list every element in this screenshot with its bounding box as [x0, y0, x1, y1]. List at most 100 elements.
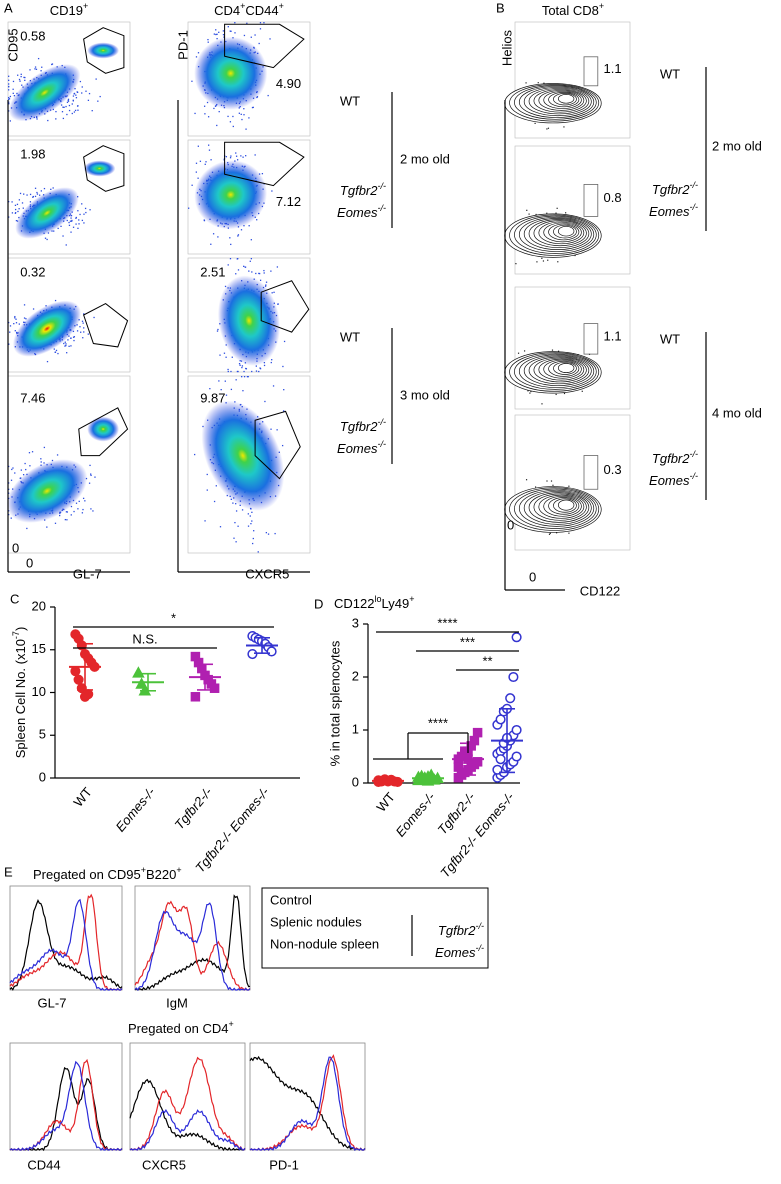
event-dot	[276, 266, 279, 268]
histogram-curve	[249, 1056, 366, 1151]
age-label: 2 mo old	[712, 138, 762, 153]
event-dot	[238, 112, 241, 114]
event-dot	[19, 80, 21, 82]
event-dot	[237, 234, 240, 236]
contour	[538, 358, 585, 381]
event-dot	[565, 212, 567, 214]
event-dot	[88, 482, 91, 484]
superscript: -/-	[378, 439, 387, 449]
event-dot	[242, 390, 244, 392]
event-dot	[243, 265, 245, 267]
event-dot	[73, 510, 75, 513]
event-dot	[555, 393, 557, 396]
superscript: +	[409, 594, 414, 604]
event-dot	[534, 122, 536, 124]
text-part: CD19	[50, 3, 83, 18]
chart-title: CD122loLy49+	[334, 594, 414, 611]
event-dot	[67, 98, 70, 100]
density	[87, 42, 120, 59]
event-dot	[89, 464, 91, 467]
event-dot	[204, 520, 206, 522]
event-dot	[65, 344, 67, 347]
data-point	[511, 724, 522, 736]
event-dot	[65, 244, 67, 246]
event-dot	[12, 88, 14, 90]
column-title: CD4+CD44+	[214, 1, 284, 18]
event-dot	[47, 119, 49, 122]
event-dot	[227, 26, 229, 28]
event-dot	[83, 313, 85, 315]
event-dot	[216, 33, 218, 35]
superscript: -/-	[378, 203, 387, 213]
event-dot	[88, 92, 91, 95]
event-dot	[83, 327, 85, 329]
event-dot	[235, 379, 237, 381]
event-dot	[60, 225, 62, 228]
density	[83, 160, 116, 177]
event-dot	[17, 210, 19, 213]
event-dot	[557, 261, 559, 263]
event-dot	[543, 82, 545, 84]
event-dot	[24, 76, 26, 79]
significance: *	[171, 610, 176, 625]
event-dot	[17, 74, 19, 76]
event-dot	[236, 159, 239, 161]
data-point	[70, 666, 81, 677]
event-dot	[551, 349, 554, 351]
data-point	[495, 754, 506, 765]
event-dot	[235, 503, 237, 505]
event-dot	[277, 303, 279, 305]
event-dot	[68, 109, 71, 112]
event-dot	[237, 525, 239, 527]
event-dot	[87, 99, 90, 101]
event-dot	[34, 195, 37, 198]
event-dot	[240, 155, 242, 157]
subtitle: Pregated on CD95+B220+	[33, 865, 182, 882]
event-dot	[81, 92, 83, 94]
event-dot	[555, 532, 558, 534]
event-dot	[255, 272, 257, 275]
genotype-label: Tgfbr2-/-	[340, 417, 386, 434]
histogram-curve	[129, 1078, 246, 1152]
event-dot	[8, 216, 10, 218]
event-dot	[252, 106, 254, 109]
event-dot	[213, 107, 215, 110]
event-dot	[75, 502, 78, 504]
contour	[543, 495, 582, 517]
event-dot	[87, 333, 89, 335]
age-label: 2 mo old	[400, 151, 450, 166]
event-dot	[43, 446, 46, 449]
superscript: -/-	[690, 180, 699, 190]
text-part: Pregated on CD4	[128, 1021, 228, 1036]
event-dot	[60, 104, 63, 106]
event-dot	[234, 521, 236, 524]
event-dot	[23, 304, 26, 306]
density	[194, 160, 268, 230]
event-dot	[229, 157, 232, 159]
event-dot	[249, 515, 251, 517]
density	[15, 187, 79, 239]
text-part: Tgfbr2	[652, 451, 690, 466]
text-part: Eomes	[337, 205, 378, 220]
event-dot	[82, 337, 84, 339]
event-dot	[235, 152, 237, 154]
event-dot	[235, 541, 237, 543]
event-dot	[75, 223, 77, 225]
event-dot	[208, 149, 211, 151]
event-dot	[515, 263, 517, 265]
superscript: lo	[374, 594, 381, 604]
event-dot	[54, 351, 56, 353]
superscript: -/-	[690, 449, 699, 459]
contour	[557, 499, 575, 511]
y-tick-label: 10	[32, 684, 46, 699]
event-dot	[273, 291, 275, 293]
event-dot	[237, 235, 239, 237]
event-dot	[217, 236, 219, 238]
event-dot	[210, 159, 212, 161]
event-dot	[546, 128, 548, 130]
event-dot	[62, 106, 64, 108]
density	[8, 64, 81, 122]
event-dot	[217, 328, 219, 331]
event-dot	[230, 30, 232, 32]
event-dot	[90, 473, 92, 475]
